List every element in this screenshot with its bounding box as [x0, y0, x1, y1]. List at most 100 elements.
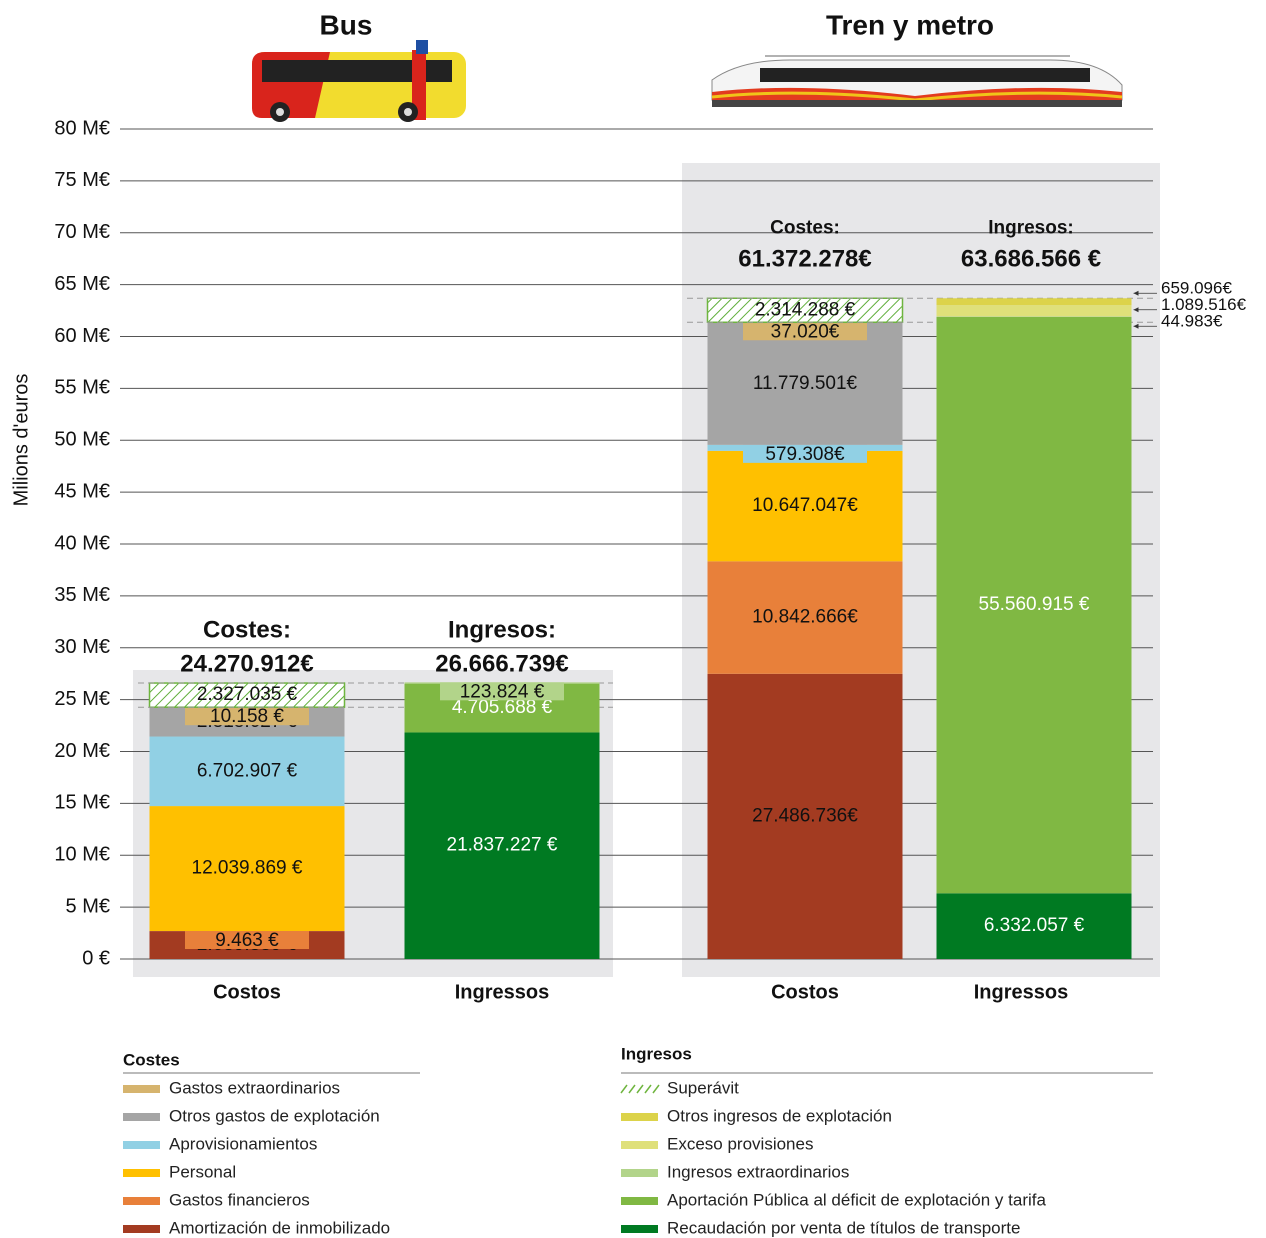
legend-swatch	[123, 1085, 160, 1093]
y-tick-label: 30 M€	[54, 636, 110, 658]
label-box	[440, 682, 564, 701]
total-caption: Ingresos:	[448, 617, 556, 644]
label-box	[743, 322, 867, 341]
value-label: 10.842.666€	[752, 607, 858, 628]
arrow-head	[1133, 290, 1139, 296]
legend-swatch	[123, 1197, 160, 1205]
y-tick-label: 25 M€	[54, 688, 110, 710]
label-box	[743, 444, 867, 463]
legend-swatch	[621, 1141, 658, 1149]
train-icon	[711, 55, 1123, 107]
x-tick-label: Costos	[213, 981, 281, 1003]
bar-segment	[149, 736, 345, 807]
value-label: 6.332.057 €	[984, 915, 1085, 936]
y-tick-label: 65 M€	[54, 273, 110, 295]
value-label: 6.702.907 €	[197, 760, 298, 781]
y-tick-label: 20 M€	[54, 740, 110, 762]
bar-segment	[707, 322, 903, 445]
y-tick-label: 35 M€	[54, 584, 110, 606]
legend-swatch	[621, 1169, 658, 1177]
legend-swatch	[123, 1113, 160, 1121]
arrow-head	[1133, 323, 1139, 329]
bar-segment	[936, 316, 1132, 894]
value-label: 659.096€	[1161, 279, 1232, 298]
legend-swatch	[123, 1225, 160, 1233]
total-value: 26.666.739€	[435, 651, 568, 678]
value-label: 44.983€	[1161, 312, 1223, 331]
legend-label: Otros ingresos de explotación	[667, 1106, 892, 1125]
legend-swatch	[620, 1084, 660, 1094]
bar-segment	[404, 732, 600, 959]
total-caption: Costes:	[770, 217, 840, 238]
total-caption: Ingresos:	[988, 217, 1074, 238]
bar-segment	[707, 561, 903, 674]
bar-segment	[936, 893, 1132, 959]
y-tick-label: 55 M€	[54, 377, 110, 399]
y-tick-label: 15 M€	[54, 792, 110, 814]
legend-swatch	[621, 1225, 658, 1233]
bar-segment	[706, 297, 904, 324]
y-tick-label: 70 M€	[54, 221, 110, 243]
value-label: 12.039.869 €	[192, 858, 303, 879]
bar-segment	[149, 806, 345, 931]
value-label: 10.647.047€	[752, 495, 858, 516]
value-label: 9.463 €	[215, 930, 279, 951]
total-value: 63.686.566 €	[961, 246, 1101, 273]
legend-label: Ingresos extraordinarios	[667, 1162, 849, 1181]
legend-swatch	[123, 1141, 160, 1149]
value-label: 37.020€	[771, 321, 840, 342]
y-tick-label: 0 €	[82, 947, 110, 969]
legend-label: Gastos financieros	[169, 1190, 310, 1209]
legend-label: Superávit	[667, 1078, 739, 1097]
legend-swatch	[621, 1113, 658, 1121]
value-label: 21.837.227 €	[447, 835, 558, 856]
total-caption: Costes:	[203, 617, 291, 644]
legend-label: Otros gastos de explotación	[169, 1106, 380, 1125]
y-tick-label: 5 M€	[66, 895, 110, 917]
y-tick-label: 80 M€	[54, 117, 110, 139]
group-title: Bus	[320, 9, 373, 40]
x-tick-label: Ingressos	[974, 981, 1068, 1003]
x-tick-label: Ingressos	[455, 981, 549, 1003]
legend-label: Recaudación por venta de títulos de tran…	[667, 1218, 1020, 1237]
value-label: 10.158 €	[210, 706, 284, 727]
y-tick-label: 45 M€	[54, 480, 110, 502]
bar-segment	[936, 305, 1132, 317]
value-label: 55.560.915 €	[979, 594, 1090, 615]
group-title: Tren y metro	[826, 9, 994, 40]
y-tick-label: 10 M€	[54, 844, 110, 866]
arrow-head	[1133, 307, 1139, 313]
value-label: 579.308€	[765, 444, 845, 465]
y-tick-label: 60 M€	[54, 325, 110, 347]
x-tick-label: Costos	[771, 981, 839, 1003]
y-axis-title: Milions d'euros	[10, 374, 32, 507]
y-tick-label: 50 M€	[54, 429, 110, 451]
bar-segment	[936, 298, 1132, 306]
y-tick-label: 40 M€	[54, 532, 110, 554]
value-label: 27.486.736€	[752, 805, 858, 826]
value-label: 1.089.516€	[1161, 295, 1247, 314]
value-label: 2.314.288 €	[755, 299, 856, 320]
legend-label: Aprovisionamientos	[169, 1134, 317, 1153]
legend-title: Costes	[123, 1050, 180, 1069]
bar-segment	[707, 673, 903, 959]
bar-segment	[707, 450, 903, 562]
label-box	[185, 930, 309, 949]
label-box	[185, 707, 309, 726]
legend-label: Personal	[169, 1162, 236, 1181]
legend-label: Aportación Pública al déficit de explota…	[667, 1190, 1046, 1209]
legend-label: Amortización de inmobilizado	[169, 1218, 390, 1237]
bus-icon	[252, 40, 466, 122]
legend-swatch	[123, 1169, 160, 1177]
value-label: 123.824 €	[460, 681, 545, 702]
value-label: 2.327.035 €	[197, 684, 298, 705]
legend-label: Gastos extraordinarios	[169, 1078, 340, 1097]
legend-title: Ingresos	[621, 1044, 692, 1063]
y-tick-label: 75 M€	[54, 169, 110, 191]
total-value: 61.372.278€	[738, 246, 871, 273]
legend-label: Exceso provisiones	[667, 1134, 813, 1153]
bar-segment	[148, 682, 346, 708]
value-label: 11.779.501€	[753, 373, 858, 394]
legend-swatch	[621, 1197, 658, 1205]
